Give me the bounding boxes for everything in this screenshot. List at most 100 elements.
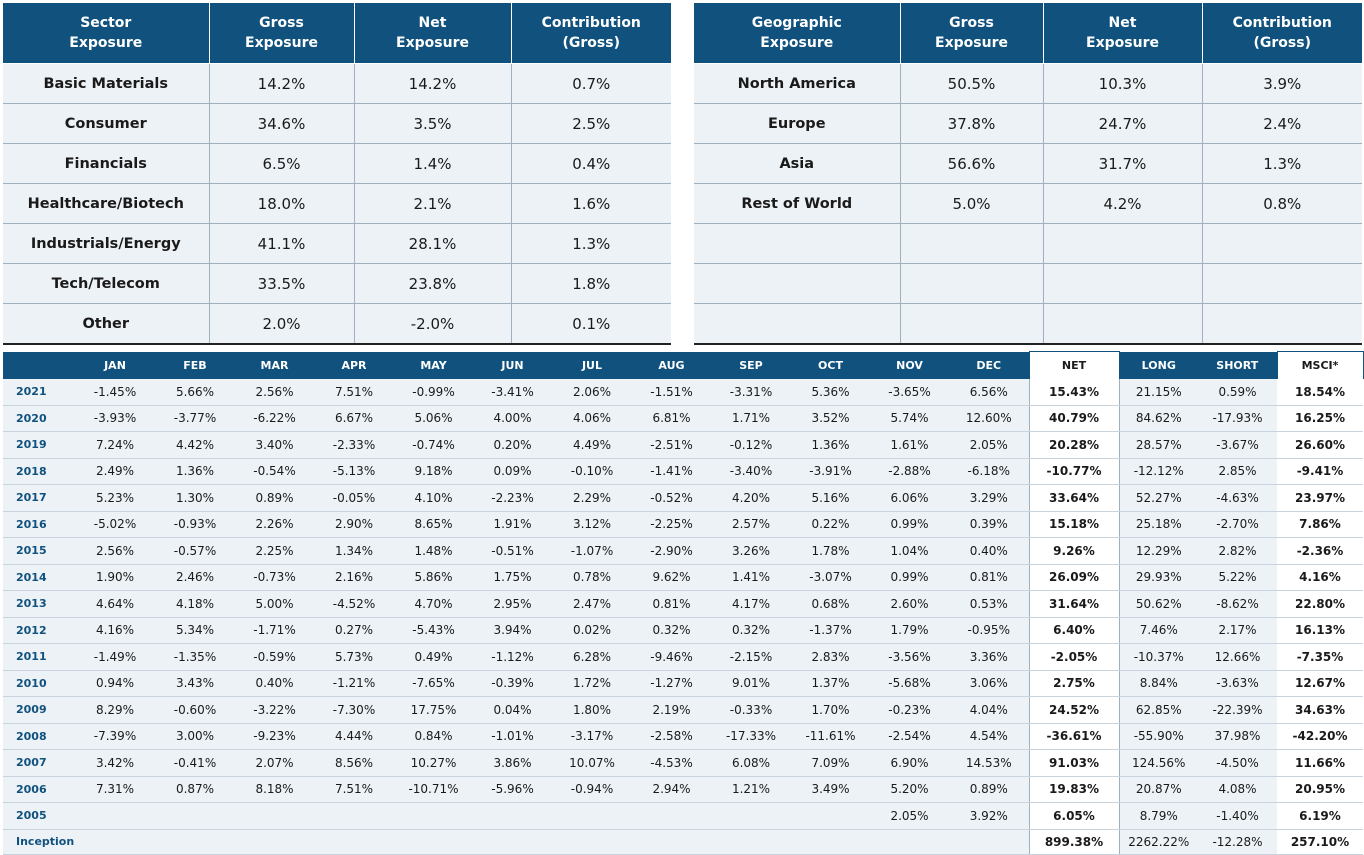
- geo-header-2: Net Exposure: [1042, 0, 1203, 64]
- month-return-cell: 3.94%: [473, 617, 552, 644]
- returns-row: 2010 0.94% 3.43% 0.40% -1.21% -7.65% -0.39% 1.7…: [3, 670, 1363, 697]
- month-return-cell: 3.42%: [75, 749, 155, 777]
- month-return-cell: 2.83%: [791, 643, 870, 671]
- short-return-cell: -4.63%: [1198, 484, 1277, 512]
- month-return-cell: 3.06%: [949, 670, 1029, 697]
- month-return-cell: -3.93%: [75, 405, 155, 432]
- month-return-cell: -0.51%: [473, 537, 552, 565]
- net-return-cell: 33.64%: [1028, 484, 1119, 512]
- month-return-cell: 5.20%: [870, 776, 949, 803]
- month-return-cell: -5.02%: [75, 511, 155, 538]
- geo-cell-contribution: 0.8%: [1201, 183, 1362, 224]
- month-return-cell: 4.49%: [552, 431, 632, 459]
- monthly-returns-table: JAN FEB MAR APR MAY JUN JUL AUG SEP OCT NOV DEC NET L…: [3, 351, 1364, 855]
- month-return-cell: -1.21%: [314, 670, 394, 697]
- geo-row: [694, 223, 1362, 264]
- geo-cell-net: 10.3%: [1042, 63, 1203, 104]
- geo-cell-gross: 5.0%: [899, 183, 1044, 224]
- month-return-cell: 0.32%: [711, 617, 791, 644]
- month-return-cell: 3.00%: [155, 723, 235, 750]
- returns-row: 2012 4.16% 5.34% -1.71% 0.27% -5.43% 3.94% 0.02…: [3, 617, 1363, 644]
- month-return-cell: -0.23%: [870, 696, 949, 724]
- month-return-cell: 4.64%: [75, 590, 155, 618]
- month-return-cell: 0.94%: [75, 670, 155, 697]
- net-return-cell: 899.38%: [1028, 829, 1119, 855]
- month-return-cell: -5.68%: [870, 670, 949, 697]
- returns-header-sep: SEP: [711, 351, 791, 379]
- sector-cell-contribution: 0.1%: [510, 303, 671, 345]
- month-return-cell: [791, 829, 870, 855]
- month-return-cell: -0.05%: [314, 484, 394, 512]
- month-return-cell: -7.30%: [314, 696, 394, 724]
- returns-body: 2021 -1.45% 5.66% 2.56% 7.51% -0.99% -3.41% 2.0…: [3, 379, 1363, 855]
- month-return-cell: 2.95%: [473, 590, 552, 618]
- month-return-cell: 2.29%: [552, 484, 632, 512]
- year-label: 2020: [3, 405, 75, 432]
- net-return-cell: 24.52%: [1028, 696, 1119, 724]
- month-return-cell: 7.51%: [314, 776, 394, 803]
- sector-cell-gross: 33.5%: [208, 263, 355, 304]
- short-return-cell: -4.50%: [1198, 749, 1277, 777]
- month-return-cell: -6.18%: [949, 458, 1029, 485]
- year-label: 2011: [3, 643, 75, 671]
- sector-cell-label: Industrials/Energy: [3, 223, 210, 264]
- geo-cell-label: [694, 303, 901, 345]
- sector-cell-net: 28.1%: [353, 223, 512, 264]
- long-return-cell: 8.79%: [1118, 802, 1198, 830]
- month-return-cell: -0.73%: [235, 564, 314, 591]
- long-return-cell: 2262.22%: [1118, 829, 1198, 855]
- sector-row: Tech/Telecom 33.5% 23.8% 1.8%: [3, 263, 671, 304]
- long-return-cell: -55.90%: [1118, 723, 1198, 750]
- geo-cell-label: [694, 223, 901, 264]
- month-return-cell: 4.42%: [155, 431, 235, 459]
- month-return-cell: -1.41%: [632, 458, 711, 485]
- returns-row: 2019 7.24% 4.42% 3.40% -2.33% -0.74% 0.20% 4.49…: [3, 431, 1363, 459]
- month-return-cell: 3.52%: [791, 405, 870, 432]
- returns-header-jul: JUL: [552, 351, 632, 379]
- month-return-cell: 0.68%: [791, 590, 870, 618]
- year-label: 2019: [3, 431, 75, 459]
- month-return-cell: -2.90%: [632, 537, 711, 565]
- month-return-cell: -4.53%: [632, 749, 711, 777]
- long-return-cell: 124.56%: [1118, 749, 1198, 777]
- month-return-cell: 6.67%: [314, 405, 394, 432]
- sector-row: Basic Materials 14.2% 14.2% 0.7%: [3, 63, 671, 104]
- month-return-cell: -3.65%: [870, 379, 949, 406]
- month-return-cell: 1.21%: [711, 776, 791, 803]
- month-return-cell: 6.08%: [711, 749, 791, 777]
- month-return-cell: 2.49%: [75, 458, 155, 485]
- month-return-cell: 2.57%: [711, 511, 791, 538]
- msci-return-cell: 12.67%: [1277, 670, 1363, 697]
- month-return-cell: 7.51%: [314, 379, 394, 406]
- msci-return-cell: 34.63%: [1277, 696, 1363, 724]
- month-return-cell: 0.84%: [394, 723, 473, 750]
- sector-cell-label: Healthcare/Biotech: [3, 183, 210, 224]
- geo-cell-label: North America: [694, 63, 901, 104]
- sector-cell-contribution: 1.3%: [510, 223, 671, 264]
- geo-cell-gross: 50.5%: [899, 63, 1044, 104]
- month-return-cell: [552, 802, 632, 830]
- month-return-cell: -2.54%: [870, 723, 949, 750]
- month-return-cell: 7.09%: [791, 749, 870, 777]
- month-return-cell: -0.54%: [235, 458, 314, 485]
- geo-cell-net: 4.2%: [1042, 183, 1203, 224]
- geo-row: [694, 263, 1362, 304]
- sector-cell-contribution: 0.7%: [510, 63, 671, 104]
- month-return-cell: 0.99%: [870, 564, 949, 591]
- month-return-cell: 4.04%: [949, 696, 1029, 724]
- geo-cell-net: [1042, 223, 1203, 264]
- month-return-cell: -4.52%: [314, 590, 394, 618]
- returns-header-year: [3, 351, 75, 379]
- msci-return-cell: 20.95%: [1277, 776, 1363, 803]
- geo-cell-gross: 56.6%: [899, 143, 1044, 184]
- geo-cell-net: [1042, 263, 1203, 304]
- month-return-cell: -5.96%: [473, 776, 552, 803]
- year-label: 2008: [3, 723, 75, 750]
- month-return-cell: [711, 802, 791, 830]
- sector-row: Financials 6.5% 1.4% 0.4%: [3, 143, 671, 184]
- month-return-cell: 1.41%: [711, 564, 791, 591]
- returns-row: 2006 7.31% 0.87% 8.18% 7.51% -10.71% -5.96% -0.…: [3, 776, 1363, 803]
- sector-cell-gross: 6.5%: [208, 143, 355, 184]
- returns-header-may: MAY: [394, 351, 473, 379]
- month-return-cell: 0.89%: [949, 776, 1029, 803]
